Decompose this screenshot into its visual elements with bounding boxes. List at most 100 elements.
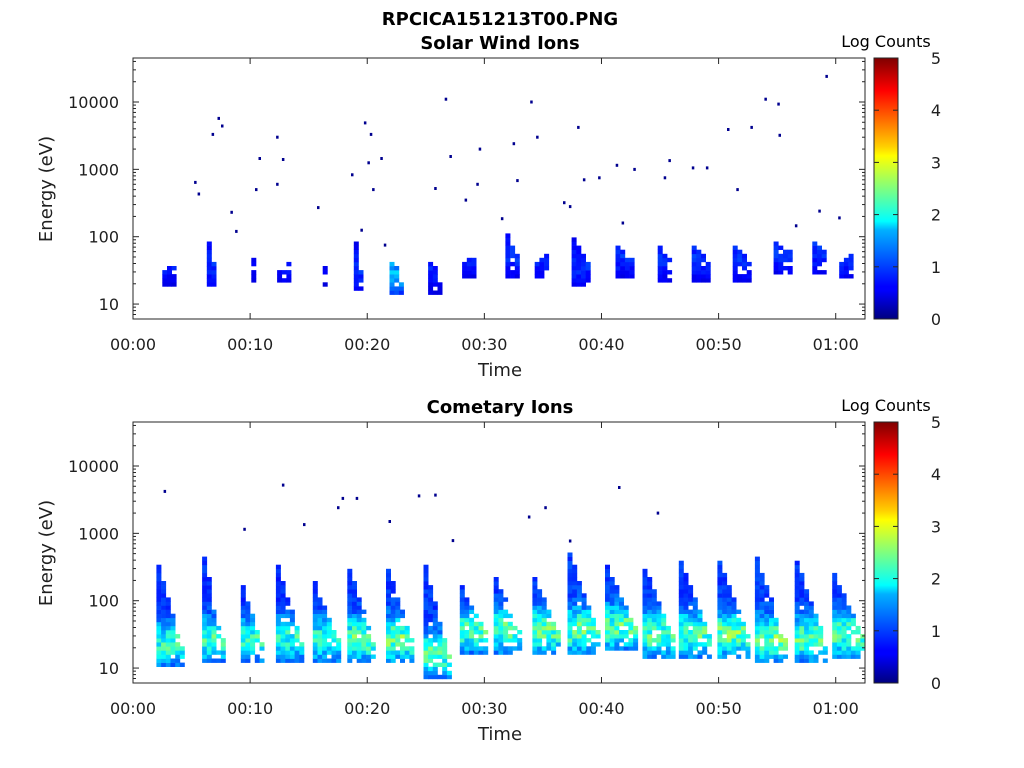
- burst-cell: [280, 638, 286, 643]
- burst-cell: [250, 621, 256, 627]
- burst-cell: [505, 261, 511, 267]
- burst-cell: [778, 261, 784, 267]
- burst-cell: [211, 658, 217, 663]
- burst-cell: [678, 601, 684, 606]
- burst-cell: [156, 630, 162, 635]
- count-point: [363, 121, 367, 125]
- burst-cell: [609, 621, 615, 627]
- burst-cell: [245, 658, 251, 663]
- burst-cell: [576, 638, 582, 643]
- burst-cell: [812, 257, 818, 263]
- burst-cell: [620, 274, 626, 279]
- burst-cell: [347, 625, 353, 631]
- burst-cell: [745, 634, 751, 639]
- burst-cell: [576, 245, 582, 250]
- burst-cell: [478, 650, 484, 655]
- burst-cell: [510, 249, 516, 255]
- burst-cell: [581, 274, 586, 279]
- burst-cell: [503, 625, 509, 631]
- burst-cell: [722, 638, 728, 643]
- burst-cell: [423, 568, 429, 574]
- burst-cell: [464, 609, 470, 614]
- burst-cell: [358, 278, 364, 283]
- burst-cell: [356, 646, 362, 651]
- burst-cell: [697, 654, 703, 659]
- burst-cell: [423, 666, 429, 672]
- burst-cell: [736, 642, 742, 647]
- burst-cell: [161, 662, 167, 667]
- burst-cell: [423, 658, 429, 663]
- burst-cell: [737, 253, 743, 259]
- burst-cell: [576, 589, 582, 594]
- burst-cell: [498, 589, 504, 594]
- burst-cell: [794, 634, 800, 639]
- burst-cell: [541, 617, 547, 623]
- burst-cell: [778, 245, 784, 250]
- burst-cell: [764, 625, 770, 631]
- burst-cell: [370, 642, 376, 647]
- count-point: [750, 125, 753, 129]
- burst-cell: [347, 634, 353, 639]
- burst-cell: [759, 597, 765, 602]
- burst-cell: [647, 642, 653, 647]
- burst-cell: [572, 593, 578, 598]
- burst-cell: [850, 617, 856, 623]
- count-point: [388, 520, 391, 523]
- burst-cell: [493, 625, 499, 631]
- burst-cell: [202, 634, 208, 639]
- burst-cell: [736, 625, 742, 631]
- burst-cell: [202, 646, 208, 651]
- burst-cell: [165, 654, 171, 659]
- burst-cell: [567, 634, 573, 639]
- burst-cell: [850, 654, 856, 659]
- burst-cell: [240, 646, 246, 651]
- colorbar-tick-label: 5: [931, 413, 941, 432]
- burst-cell: [478, 630, 484, 635]
- burst-cell: [736, 654, 742, 659]
- burst-cell: [442, 654, 448, 659]
- burst-cell: [471, 266, 477, 271]
- burst-cell: [633, 625, 639, 631]
- burst-cell: [846, 617, 852, 623]
- count-point: [258, 157, 261, 160]
- burst-cell: [353, 245, 359, 250]
- burst-cell: [389, 266, 395, 271]
- burst-cell: [717, 581, 723, 586]
- burst-cell: [390, 654, 396, 659]
- burst-cell: [532, 577, 538, 582]
- burst-cell: [783, 654, 788, 659]
- burst-cell: [769, 597, 774, 602]
- burst-cell: [240, 658, 246, 663]
- burst-cell: [586, 630, 592, 635]
- burst-cell: [665, 650, 671, 655]
- burst-cell: [841, 642, 847, 647]
- burst-cell: [633, 646, 639, 651]
- burst-cell: [731, 650, 737, 655]
- burst-cell: [356, 625, 362, 631]
- burst-cell: [432, 670, 438, 676]
- burst-cell: [537, 638, 543, 643]
- burst-cell: [732, 253, 738, 259]
- burst-cell: [331, 638, 337, 643]
- burst-cell: [395, 601, 401, 606]
- y-tick-label: 1000: [78, 160, 119, 179]
- burst-cell: [423, 593, 429, 598]
- burst-cell: [289, 634, 295, 639]
- burst-cell: [683, 577, 689, 582]
- burst-cell: [609, 646, 615, 651]
- burst-cell: [841, 630, 847, 635]
- burst-cell: [759, 605, 765, 610]
- burst-cell: [839, 266, 845, 271]
- burst-cell: [498, 638, 504, 643]
- count-point: [618, 486, 621, 489]
- burst-cell: [813, 634, 819, 639]
- burst-cell: [769, 654, 774, 659]
- count-point: [516, 179, 519, 183]
- burst-cell: [507, 638, 513, 643]
- burst-cell: [546, 609, 552, 614]
- burst-cell: [211, 609, 217, 614]
- burst-cell: [326, 630, 332, 635]
- burst-cell: [581, 621, 587, 627]
- burst-cell: [546, 642, 552, 647]
- burst-cell: [211, 625, 217, 631]
